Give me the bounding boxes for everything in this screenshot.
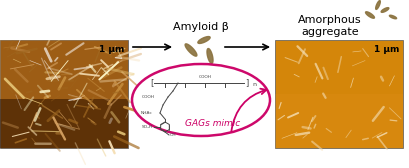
Polygon shape xyxy=(111,17,117,25)
Text: 1 μm: 1 μm xyxy=(99,45,124,54)
Text: 1 μm: 1 μm xyxy=(374,45,399,54)
Polygon shape xyxy=(185,44,197,56)
Polygon shape xyxy=(62,17,72,25)
Polygon shape xyxy=(389,15,397,19)
Text: Amorphous
aggregate: Amorphous aggregate xyxy=(298,15,362,37)
Polygon shape xyxy=(48,17,58,25)
Ellipse shape xyxy=(132,64,270,136)
Text: COOH: COOH xyxy=(142,95,155,99)
Bar xyxy=(0,0,128,40)
Polygon shape xyxy=(97,17,107,25)
Polygon shape xyxy=(104,17,114,25)
Polygon shape xyxy=(69,17,79,25)
Polygon shape xyxy=(76,17,86,25)
Polygon shape xyxy=(381,8,389,12)
Polygon shape xyxy=(198,37,210,44)
Text: ]: ] xyxy=(245,78,249,88)
Polygon shape xyxy=(366,12,375,18)
Polygon shape xyxy=(207,49,213,64)
Text: SO₃H: SO₃H xyxy=(142,125,153,129)
Bar xyxy=(275,94,403,148)
Text: OH: OH xyxy=(170,133,177,137)
Polygon shape xyxy=(55,17,65,25)
Text: Amyloid β: Amyloid β xyxy=(173,22,229,32)
Bar xyxy=(0,40,128,148)
Text: n: n xyxy=(252,81,256,87)
Text: Fibril: Fibril xyxy=(22,13,49,23)
Text: GAGs mimic: GAGs mimic xyxy=(185,119,240,129)
Text: NHAc: NHAc xyxy=(140,111,152,115)
Bar xyxy=(0,99,128,148)
Polygon shape xyxy=(376,1,380,9)
Polygon shape xyxy=(90,17,100,25)
Polygon shape xyxy=(83,17,93,25)
Text: [: [ xyxy=(151,78,154,88)
Bar xyxy=(0,40,128,99)
Text: COOH: COOH xyxy=(198,75,211,79)
Bar xyxy=(275,40,403,148)
